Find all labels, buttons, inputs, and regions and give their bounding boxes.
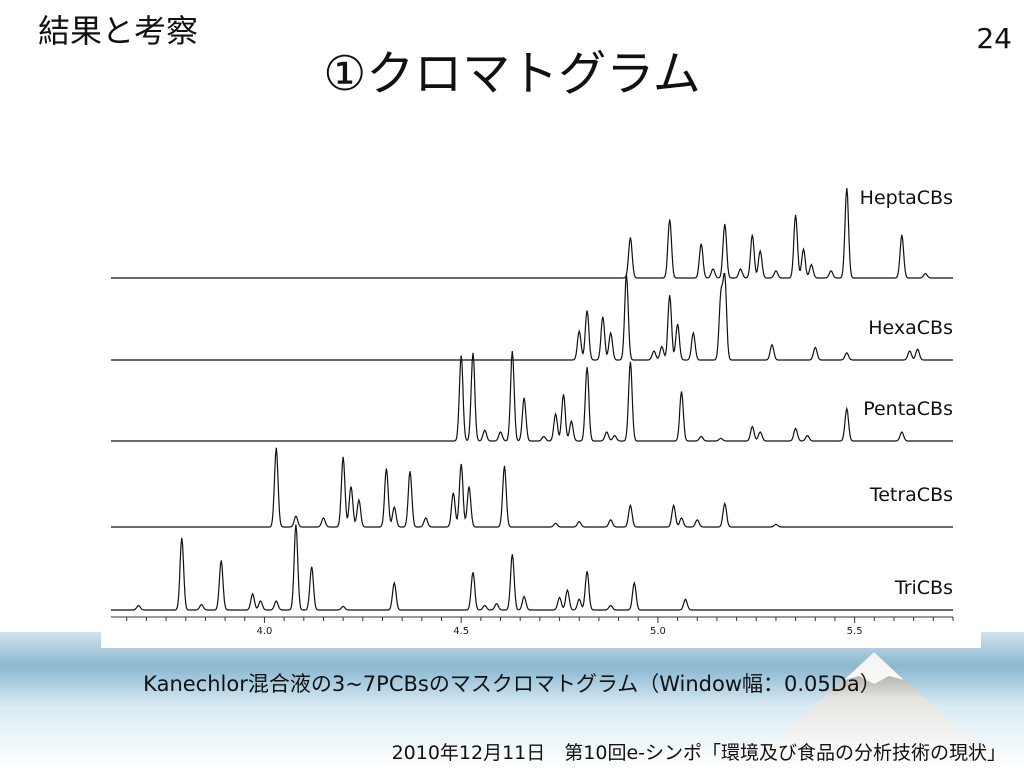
trace-heptacbs bbox=[111, 187, 953, 279]
trace-tricbs bbox=[111, 524, 953, 611]
series-label-tetracbs: TetraCBs bbox=[869, 484, 953, 506]
series-label-tricbs: TriCBs bbox=[894, 577, 953, 599]
slide-title: ①クロマトグラム bbox=[323, 46, 701, 102]
series-label-heptacbs: HeptaCBs bbox=[860, 187, 953, 209]
trace-hexacbs bbox=[111, 272, 953, 361]
chromatogram-svg: TriCBs TetraCBs PentaCBs HexaCBs HeptaCBs 4.0… bbox=[111, 187, 954, 637]
x-tick-label: 5.0 bbox=[650, 626, 666, 637]
page-number: 24 bbox=[976, 22, 1012, 55]
x-tick-label: 4.5 bbox=[453, 626, 469, 637]
series-label-pentacbs: PentaCBs bbox=[863, 398, 953, 420]
chart-caption: Kanechlor混合液の3~7PCBsのマスクロマトグラム（Window幅：0… bbox=[143, 672, 881, 696]
section-title: 結果と考察 bbox=[38, 12, 199, 50]
series-label-hexacbs: HexaCBs bbox=[868, 317, 953, 339]
x-tick-label: 5.5 bbox=[847, 626, 863, 637]
trace-tetracbs bbox=[111, 447, 953, 528]
chromatogram-chart: TriCBs TetraCBs PentaCBs HexaCBs HeptaCBs 4.0… bbox=[101, 120, 981, 648]
x-tick-label: 4.0 bbox=[256, 626, 272, 637]
footer-citation: 2010年12月11日 第10回e-シンポ「環境及び食品の分析技術の現状」 bbox=[391, 742, 1006, 764]
mountain-decoration-icon bbox=[744, 652, 1004, 768]
trace-pentacbs bbox=[111, 350, 953, 442]
